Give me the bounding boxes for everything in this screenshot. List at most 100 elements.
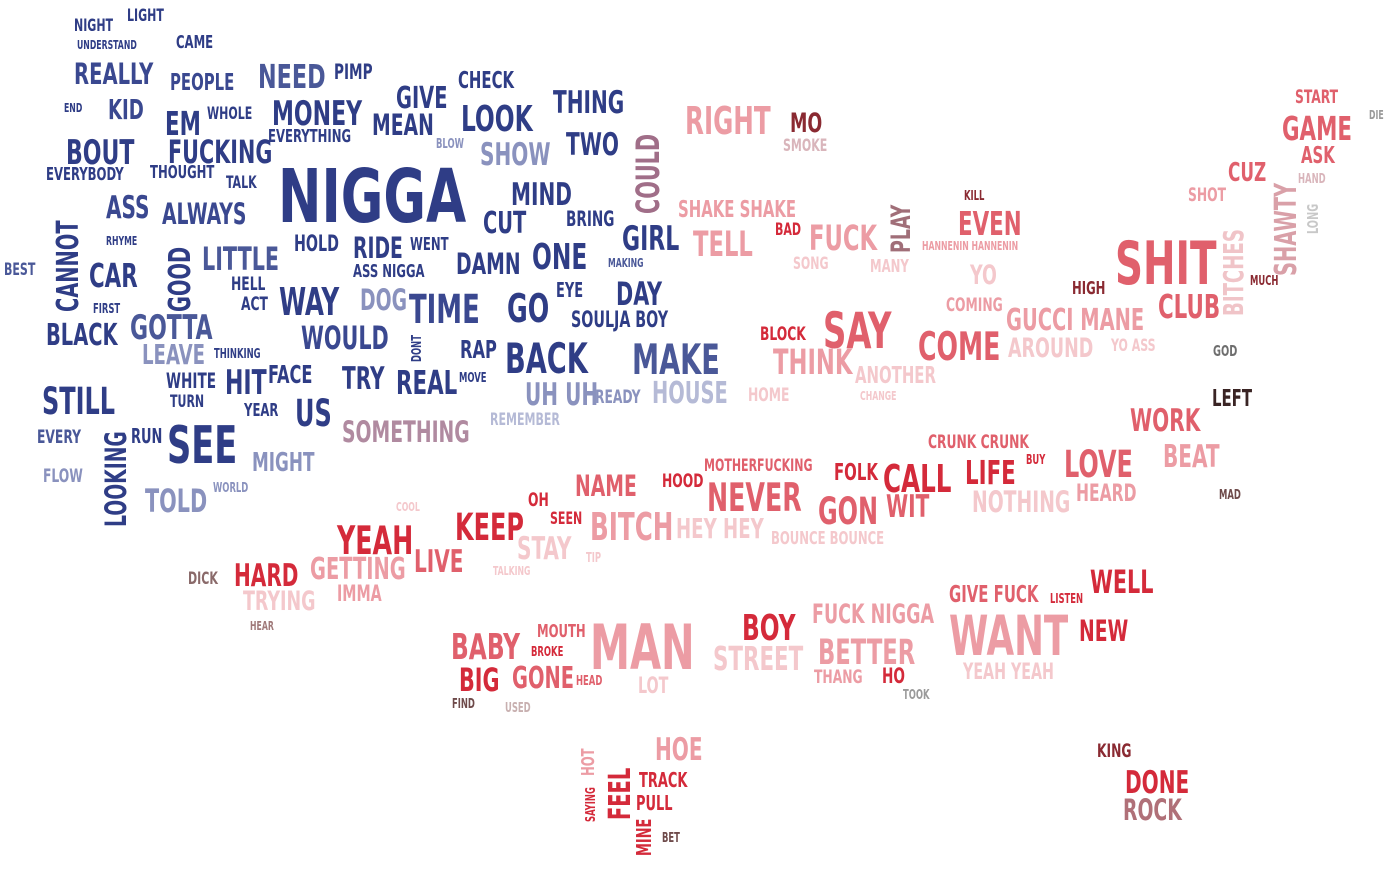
word-yo-ass: YO ASS xyxy=(1111,336,1156,356)
word-motherfucking: MOTHERFUCKING xyxy=(704,456,813,476)
word-run: RUN xyxy=(131,424,163,448)
word-think: THINK xyxy=(773,343,853,383)
word-ask: ASK xyxy=(1301,143,1335,169)
word-game: GAME xyxy=(1282,109,1352,148)
word-kid: KID xyxy=(108,93,144,126)
word-thing: THING xyxy=(553,85,625,121)
word-two: TWO xyxy=(566,127,619,163)
word-hoe: HOE xyxy=(655,732,703,768)
word-give: GIVE xyxy=(396,81,448,116)
word-song: SONG xyxy=(793,254,829,274)
word-mouth: MOUTH xyxy=(537,621,586,642)
word-rap: RAP xyxy=(460,335,497,364)
word-really: REALLY xyxy=(74,57,154,91)
word-club: CLUB xyxy=(1158,287,1221,326)
word-one: ONE xyxy=(532,237,588,278)
word-move: MOVE xyxy=(459,371,487,386)
word-fuck: FUCK xyxy=(809,219,878,259)
word-light: LIGHT xyxy=(127,6,164,26)
word-high: HIGH xyxy=(1072,278,1106,299)
word-act: ACT xyxy=(241,293,268,315)
word-never: NEVER xyxy=(707,476,802,521)
word-uh-uh: UH UH xyxy=(525,377,599,413)
word-beat: BEAT xyxy=(1163,439,1220,475)
word-life: LIFE xyxy=(965,453,1016,492)
word-ready: READY xyxy=(595,386,641,408)
word-time: TIME xyxy=(409,287,480,333)
word-looking: LOOKING xyxy=(99,431,133,527)
word-rhyme: RHYME xyxy=(106,234,138,248)
word-first: FIRST xyxy=(93,302,121,317)
word-block: BLOCK xyxy=(760,323,806,345)
word-gon: GON xyxy=(818,490,879,533)
word-crunk-crunk: CRUNK CRUNK xyxy=(928,431,1029,453)
word-baby: BABY xyxy=(451,627,521,668)
word-went: WENT xyxy=(410,234,449,255)
word-understand: UNDERSTAND xyxy=(77,38,137,52)
word-world: WORLD xyxy=(213,481,249,496)
word-right: RIGHT xyxy=(685,99,771,143)
word-done: DONE xyxy=(1125,765,1190,801)
word-took: TOOK xyxy=(903,688,930,703)
word-something: SOMETHING xyxy=(342,415,470,449)
word-back: BACK xyxy=(505,334,588,383)
word-play: PLAY xyxy=(886,204,917,253)
word-gone: GONE xyxy=(512,661,575,696)
word-saying: SAYING xyxy=(584,787,599,822)
word-even: EVEN xyxy=(958,204,1022,243)
word-hard: HARD xyxy=(234,558,299,594)
word-need: NEED xyxy=(258,57,326,96)
word-buy: BUY xyxy=(1026,453,1046,468)
word-bet: BET xyxy=(662,831,680,846)
word-mean: MEAN xyxy=(372,108,434,142)
word-bitch: BITCH xyxy=(590,505,674,549)
word-tell: TELL xyxy=(693,225,753,265)
word-shawty: SHAWTY xyxy=(1269,182,1304,276)
word-little: LITTLE xyxy=(202,240,280,278)
word-shit: SHIT xyxy=(1115,229,1217,299)
word-would: WOULD xyxy=(301,319,389,357)
word-street: STREET xyxy=(713,639,804,678)
word-fuck-nigga: FUCK NIGGA xyxy=(812,599,935,630)
word-look: LOOK xyxy=(461,99,533,140)
word-work: WORK xyxy=(1130,403,1201,439)
word-girl: GIRL xyxy=(622,219,680,259)
word-soulja-boy: SOULJA BOY xyxy=(571,308,669,333)
word-yeah: YEAH xyxy=(337,519,414,564)
word-good: GOOD xyxy=(163,246,198,312)
word-dog: DOG xyxy=(360,283,407,317)
word-bitches: BITCHES xyxy=(1217,229,1250,316)
word-check: CHECK xyxy=(458,68,515,94)
word-ass: ASS xyxy=(106,190,150,226)
word-rock: ROCK xyxy=(1123,793,1182,827)
word-go: GO xyxy=(507,287,550,332)
word-em: EM xyxy=(165,104,201,143)
word-new: NEW xyxy=(1079,614,1129,648)
word-cuz: CUZ xyxy=(1228,158,1267,188)
word-try: TRY xyxy=(342,361,385,397)
word-find: FIND xyxy=(452,697,475,712)
word-imma: IMMA xyxy=(337,582,382,607)
word-best: BEST xyxy=(4,260,36,280)
word-say: SAY xyxy=(823,302,892,360)
word-everybody: EVERYBODY xyxy=(46,164,124,185)
word-nigga: NIGGA xyxy=(278,154,467,240)
word-trying: TRYING xyxy=(243,586,316,617)
word-give-fuck: GIVE FUCK xyxy=(949,582,1039,608)
word-told: TOLD xyxy=(145,482,208,520)
word-track: TRACK xyxy=(639,768,688,792)
word-money: MONEY xyxy=(272,94,363,134)
word-boy: BOY xyxy=(742,608,796,649)
word-bout: BOUT xyxy=(66,133,135,173)
word-hand: HAND xyxy=(1298,172,1326,187)
word-smoke: SMOKE xyxy=(783,136,828,156)
word-god: GOD xyxy=(1213,342,1238,360)
word-cool: COOL xyxy=(396,500,420,514)
word-hannenin-hannenin: HANNENIN HANNENIN xyxy=(922,239,1019,253)
word-bring: BRING xyxy=(566,207,615,231)
word-home: HOME xyxy=(748,384,790,406)
word-seen: SEEN xyxy=(550,509,583,529)
word-feel: FEEL xyxy=(603,767,638,820)
word-whole: WHOLE xyxy=(207,104,253,124)
